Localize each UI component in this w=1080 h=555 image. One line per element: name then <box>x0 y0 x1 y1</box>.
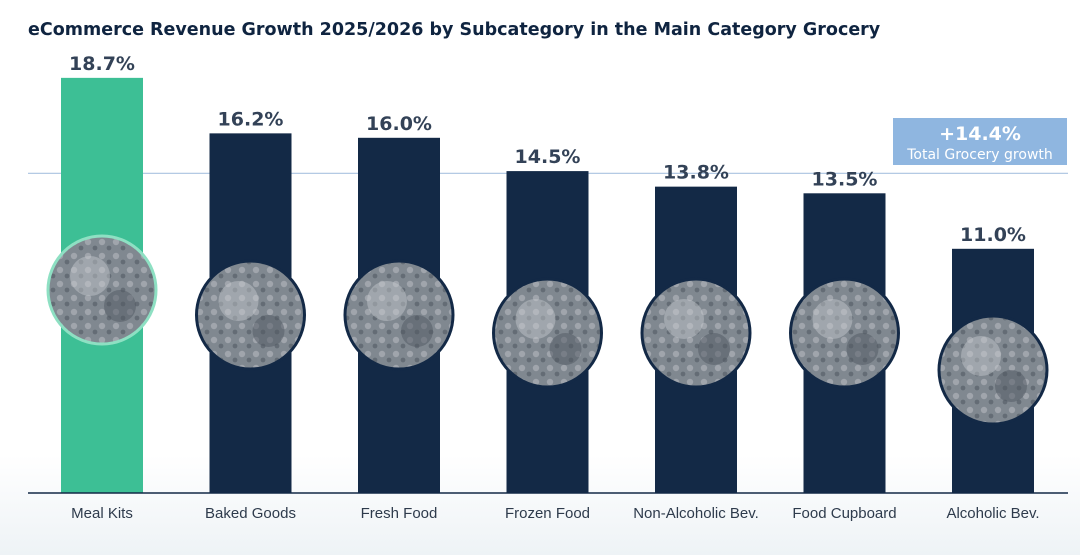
category-label-6: Alcoholic Bev. <box>946 505 1039 522</box>
category-label-2: Fresh Food <box>361 505 438 522</box>
chart-title: eCommerce Revenue Growth 2025/2026 by Su… <box>28 20 881 40</box>
frozen-food-icon <box>492 277 603 389</box>
value-label-0: 18.7% <box>69 53 135 75</box>
fresh-vegetables-icon <box>343 259 455 371</box>
category-label-0: Meal Kits <box>71 505 133 522</box>
reference-value: +14.4% <box>939 123 1021 145</box>
category-label-4: Non-Alcoholic Bev. <box>633 505 759 522</box>
bread-rolls-icon <box>195 259 306 371</box>
value-label-2: 16.0% <box>366 113 432 135</box>
reference-label: +14.4% Total Grocery growth <box>893 118 1067 165</box>
category-label-1: Baked Goods <box>205 505 296 522</box>
value-label-5: 13.5% <box>812 168 878 190</box>
category-label-3: Frozen Food <box>505 505 590 522</box>
value-label-4: 13.8% <box>663 162 729 184</box>
liquor-bottles-icon <box>937 314 1049 426</box>
beverage-bottles-icon <box>640 277 752 389</box>
reference-text: Total Grocery growth <box>906 147 1053 163</box>
meal-kit-box-icon <box>46 234 158 346</box>
value-label-3: 14.5% <box>515 146 581 168</box>
value-label-1: 16.2% <box>218 108 284 130</box>
value-label-6: 11.0% <box>960 224 1026 246</box>
canned-food-icon <box>789 277 900 389</box>
category-label-5: Food Cupboard <box>792 505 896 522</box>
